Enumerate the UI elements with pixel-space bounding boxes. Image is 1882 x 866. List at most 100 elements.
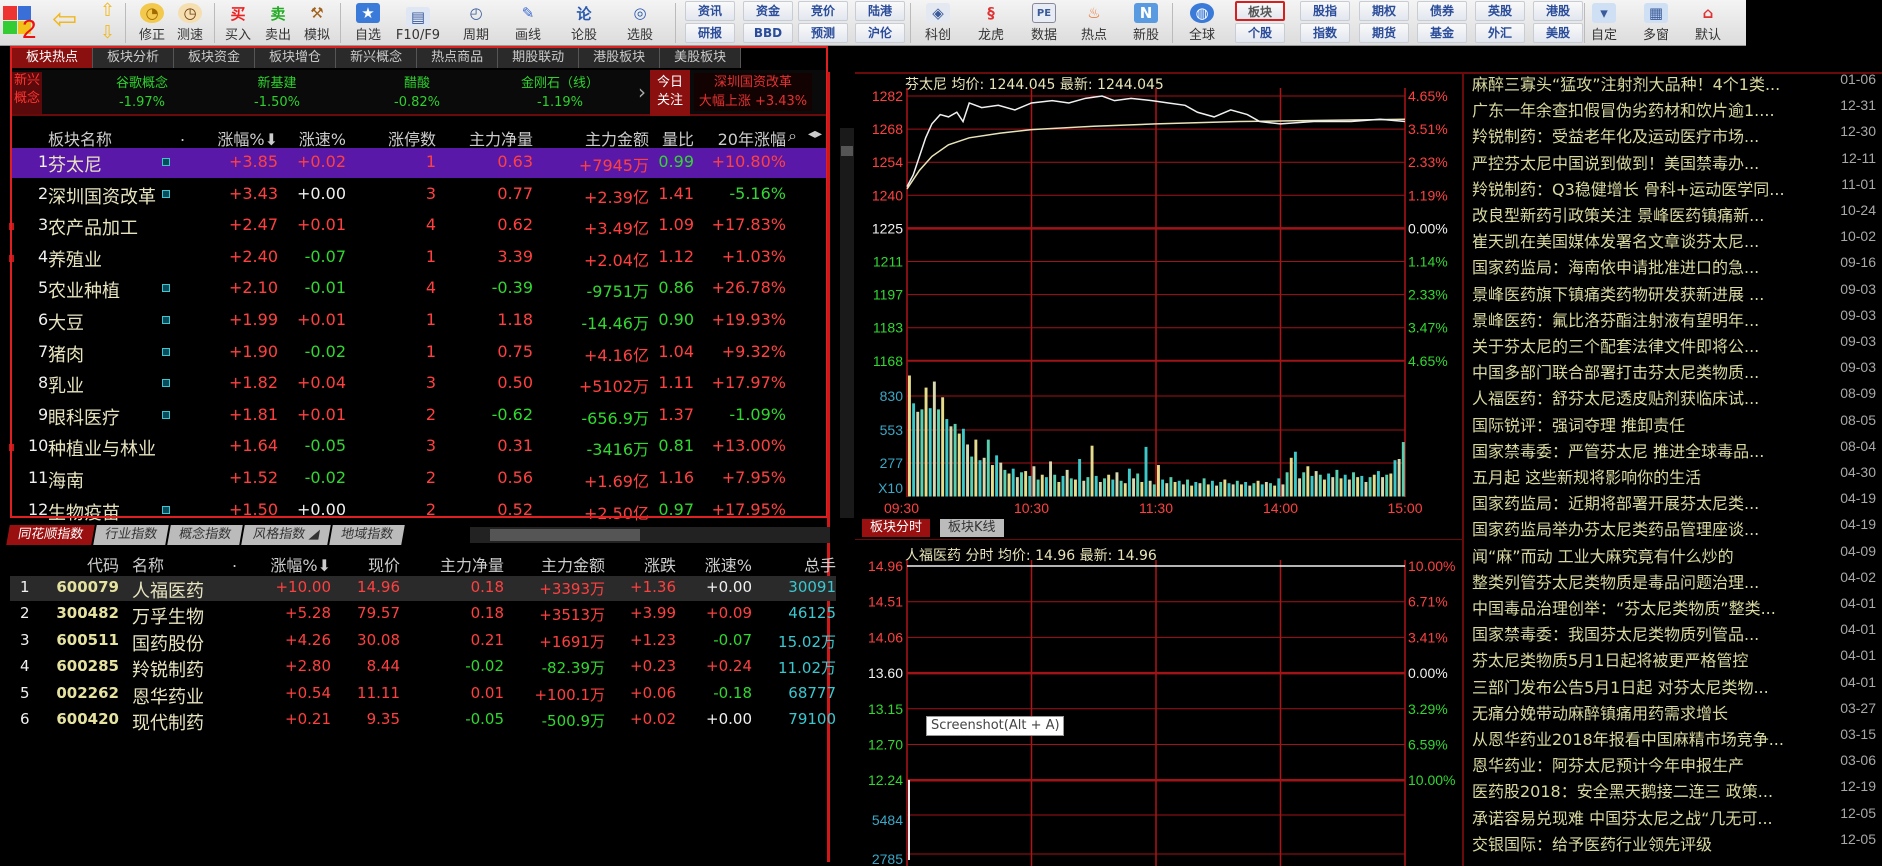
correct-button[interactable]: ◔ 修正 [138,3,166,43]
forecast-button[interactable]: 预测 [798,23,848,43]
news-item[interactable]: 五月起 这些新规将影响你的生活 04-30 [1472,464,1878,490]
column-header[interactable]: 涨幅%⬇ [217,130,278,149]
column-header[interactable]: . [180,126,186,145]
news-item[interactable]: 羚锐制药：受益老年化及运动医疗市场... 12-30 [1472,123,1878,149]
news-item[interactable]: 崔天凯在美国媒体发署名文章谈芬太尼... 10-02 [1472,228,1878,254]
speed-test-button[interactable]: ◷ 测速 [176,3,204,43]
table-row[interactable]: 4 600285 羚锐制药 +2.80 8.44 -0.02 -82.39万 +0.23 +0.… [10,655,836,681]
table-row[interactable]: 7 猪肉 +1.90 -0.02 1 0.75 +4.16亿 1.04 +9.32% [12,338,826,368]
today-focus-item[interactable]: 深圳国资改革 大幅上涨 +3.43% [694,73,812,111]
sector-table-scrollbar[interactable] [840,128,854,518]
stock-index-button[interactable]: 股指 [1300,1,1350,21]
table-row[interactable]: 11 海南 +1.52 -0.02 2 0.56 +1.69亿 1.16 +7.95% [12,464,826,494]
tab-sector-intraday[interactable]: 板块分时 [862,519,931,537]
news-item[interactable]: 芬太尼类物质5月1日起将被更严格管控 04-01 [1472,647,1878,673]
tab-sector-6[interactable]: 期股联动 [498,48,580,68]
tab-sector-1[interactable]: 板块分析 [93,48,175,68]
column-header[interactable]: 总手 [803,556,836,575]
tab-sector-7[interactable]: 港股板块 [579,48,661,68]
news-item[interactable]: 严控芬太尼中国说到做到！美国禁毒办... 12-11 [1472,150,1878,176]
column-header[interactable]: 代码 [86,556,119,575]
news-item[interactable]: 羚锐制药：Q3稳健增长 骨科+运动医学同... 11-01 [1472,176,1878,202]
back-arrow-icon[interactable]: ⇦ [52,2,78,37]
news-item[interactable]: 国家药监局：近期将部署开展芬太尼类... 04-19 [1472,490,1878,516]
global-button[interactable]: ◍ 全球 [1188,3,1216,43]
tab-sector-kline[interactable]: 板块K线 [940,519,1004,537]
column-header[interactable]: 现价 [367,556,400,575]
tab-sector-0[interactable]: 板块热点 [12,48,94,68]
news-item[interactable]: 人福医药：舒芬太尼透皮贴剂获临床试... 08-09 [1472,385,1878,411]
concept-item[interactable]: 金刚石（线） -1.19% [521,74,599,112]
bbd-button[interactable]: BBD [743,23,793,43]
news-item[interactable]: 景峰医药：氟比洛芬酯注射液有望明年... 09-03 [1472,307,1878,333]
star-market-button[interactable]: ◈ 科创 [924,3,952,43]
watchlist-button[interactable]: ★ 自选 [354,3,382,43]
forex-button[interactable]: 外汇 [1475,23,1525,43]
index-button[interactable]: 指数 [1300,23,1350,43]
news-item[interactable]: 广东一年余查扣假冒伪劣药材和饮片逾1.... 12-31 [1472,97,1878,123]
column-header[interactable]: 主力净量 [468,130,533,149]
column-header[interactable]: 板块名称 [48,130,113,149]
tab-sector-5[interactable]: 热点商品 [417,48,499,68]
news-item[interactable]: 中国多部门联合部署打击芬太尼类物质... 09-03 [1472,359,1878,385]
sector-button[interactable]: 板块 [1235,1,1285,21]
table-row[interactable]: 5 农业种植 +2.10 -0.01 4 -0.39 -9751万 0.86 +26.78% [12,274,826,304]
table-row[interactable]: 3 农产品加工 +2.47 +0.01 4 0.62 +3.49亿 1.09 +17.83% [9,211,826,241]
tab-index-1[interactable]: 行业指数 [93,525,169,545]
news-item[interactable]: 三部门发布公告5月1日起 对芬太尼类物... 04-01 [1472,674,1878,700]
column-header[interactable]: . [232,552,238,571]
table-row[interactable]: 2 深圳国资改革 +3.43 +0.00 3 0.77 +2.39亿 1.41 -5.16% [12,180,826,210]
news-item[interactable]: 医药股2018：安全黑天鹅接二连三 政策... 12-19 [1472,778,1878,804]
stock-intraday-chart[interactable]: 14.96 10.00%14.51 6.71%14.06 3.41%13.60 0.00… [0,0,1455,866]
bonds-button[interactable]: 债券 [1417,1,1467,21]
info-icon[interactable] [162,189,170,198]
news-item[interactable]: 国家药监局举办芬太尼类药品管理座谈... 04-19 [1472,516,1878,542]
info-icon[interactable] [162,410,170,419]
uk-stocks-button[interactable]: 英股 [1475,1,1525,21]
news-item[interactable]: 中国毒品治理创举：“芬太尼类物质”整类... 04-01 [1472,595,1878,621]
dragon-tiger-button[interactable]: § 龙虎 [977,4,1005,43]
fund-button[interactable]: 基金 [1417,23,1467,43]
table-row[interactable]: 5 002262 恩华药业 +0.54 11.11 0.01 +100.1万 +0.06 -0.… [10,682,836,708]
tab-index-3[interactable]: 风格指数 ◢ [241,525,331,545]
tab-index-4[interactable]: 地域指数 [329,525,405,545]
concept-next-arrow-icon[interactable]: › [638,80,646,104]
column-header[interactable]: 涨幅%⬇ [270,556,331,575]
table-row[interactable]: 10 种植业与林业 +1.64 -0.05 3 0.31 -3416万 0.81 +13.00% [9,432,826,462]
news-item[interactable]: 从恩华药业2018年报看中国麻精市场竞争... 03-15 [1472,726,1878,752]
default-button[interactable]: ⌂ 默认 [1694,4,1722,43]
tab-sector-3[interactable]: 板块增仓 [255,48,337,68]
column-header[interactable]: 量比 [661,130,694,149]
column-header[interactable]: 主力金额 [540,556,605,575]
index-tabs-scrollbar[interactable] [470,527,830,543]
table-row[interactable]: 12 生物疫苗 +1.50 +0.00 2 0.52 +2.50亿 0.97 +17.95% [12,496,826,526]
research-button[interactable]: 研报 [685,23,735,43]
column-header[interactable]: 涨速% [704,556,752,575]
table-row[interactable]: 9 眼科医疗 +1.81 +0.01 2 -0.62 -656.9万 1.37 -1.09% [12,401,826,431]
table-row[interactable]: 4 养殖业 +2.40 -0.07 1 3.39 +2.04亿 1.12 +1.03% [9,243,826,273]
news-item[interactable]: 闻“麻”而动 工业大麻究竟有什么炒的 04-09 [1472,543,1878,569]
page-up-icon[interactable]: ⇧ [100,0,116,21]
tab-sector-4[interactable]: 新兴概念 [336,48,418,68]
table-row[interactable]: 1 芬太尼 +3.85 +0.02 1 0.63 +7945万 0.99 +10.80% [12,148,826,178]
news-item[interactable]: 关于芬太尼的三个配套法律文件即将公... 09-03 [1472,333,1878,359]
data-button[interactable]: PE 数据 [1031,0,1057,46]
sell-button[interactable]: 卖卖出 [264,4,292,44]
news-item[interactable]: 景峰医药旗下镇痛类药物研发获新进展 ... 09-03 [1472,281,1878,307]
tab-index-0[interactable]: 同花顺指数 [6,525,95,545]
discuss-button[interactable]: 论论股 [570,4,598,44]
stock-picker-button[interactable]: ◎ 选股 [626,4,654,43]
futures-button[interactable]: 期货 [1359,23,1409,43]
column-settings-icon[interactable]: ◂▸ [808,126,823,142]
column-header[interactable]: 主力净量 [439,556,504,575]
shanghai-london-button[interactable]: 沪伦 [855,23,905,43]
table-row[interactable]: 3 600511 国药股份 +4.26 30.08 0.21 +1691万 +1.23 -0.0… [10,629,836,655]
table-row[interactable]: 8 乳业 +1.82 +0.04 3 0.50 +5102万 1.11 +17.97% [12,369,826,399]
table-row[interactable]: 1 600079 人福医药 +10.00 14.96 0.18 +3393万 +1.36 +0.… [10,576,836,602]
column-header[interactable]: 涨停数 [387,130,436,149]
custom-button[interactable]: ▾ 自定 [1590,3,1618,43]
buy-button[interactable]: 买买入 [224,4,252,44]
sector-intraday-chart[interactable]: 1282 4.65%1268 3.51%1254 2.33%1240 1.19%1225… [0,0,1448,516]
info-icon[interactable] [162,347,170,356]
column-header[interactable]: 涨速% [298,130,346,149]
